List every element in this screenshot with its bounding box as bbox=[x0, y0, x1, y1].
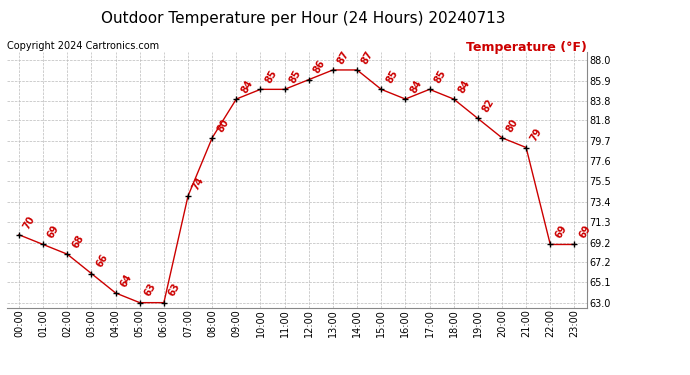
Text: 82: 82 bbox=[481, 98, 496, 114]
Text: 69: 69 bbox=[553, 224, 569, 240]
Text: Outdoor Temperature per Hour (24 Hours) 20240713: Outdoor Temperature per Hour (24 Hours) … bbox=[101, 11, 506, 26]
Text: 68: 68 bbox=[70, 233, 86, 250]
Text: 85: 85 bbox=[433, 68, 448, 85]
Text: 66: 66 bbox=[95, 253, 110, 269]
Text: 70: 70 bbox=[22, 214, 37, 231]
Text: 79: 79 bbox=[529, 127, 544, 143]
Text: 80: 80 bbox=[505, 117, 520, 134]
Text: 86: 86 bbox=[312, 58, 327, 75]
Text: 85: 85 bbox=[384, 68, 400, 85]
Text: 80: 80 bbox=[215, 117, 230, 134]
Text: 87: 87 bbox=[336, 49, 351, 66]
Text: Copyright 2024 Cartronics.com: Copyright 2024 Cartronics.com bbox=[7, 41, 159, 51]
Text: 69: 69 bbox=[46, 224, 61, 240]
Text: 69: 69 bbox=[578, 224, 593, 240]
Text: Temperature (°F): Temperature (°F) bbox=[466, 41, 586, 54]
Text: 85: 85 bbox=[288, 68, 303, 85]
Text: 84: 84 bbox=[457, 78, 472, 95]
Text: 63: 63 bbox=[143, 282, 158, 298]
Text: 85: 85 bbox=[264, 68, 279, 85]
Text: 84: 84 bbox=[239, 78, 255, 95]
Text: 63: 63 bbox=[167, 282, 182, 298]
Text: 74: 74 bbox=[191, 175, 206, 192]
Text: 87: 87 bbox=[360, 49, 375, 66]
Text: 84: 84 bbox=[408, 78, 424, 95]
Text: 64: 64 bbox=[119, 272, 134, 289]
